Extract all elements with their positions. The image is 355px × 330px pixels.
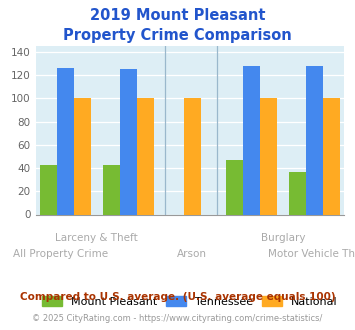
- Bar: [120, 69, 137, 214]
- Bar: [289, 172, 306, 214]
- Text: Larceny & Theft: Larceny & Theft: [55, 233, 138, 243]
- Text: Motor Vehicle Theft: Motor Vehicle Theft: [268, 249, 355, 259]
- Bar: [226, 160, 243, 214]
- Text: 2019 Mount Pleasant: 2019 Mount Pleasant: [90, 8, 265, 23]
- Bar: [73, 98, 91, 214]
- Legend: Mount Pleasant, Tennessee, National: Mount Pleasant, Tennessee, National: [42, 296, 338, 307]
- Text: Arson: Arson: [177, 249, 207, 259]
- Text: Compared to U.S. average. (U.S. average equals 100): Compared to U.S. average. (U.S. average …: [20, 292, 335, 302]
- Text: © 2025 CityRating.com - https://www.cityrating.com/crime-statistics/: © 2025 CityRating.com - https://www.city…: [32, 314, 323, 323]
- Text: Property Crime Comparison: Property Crime Comparison: [63, 28, 292, 43]
- Bar: [137, 98, 154, 214]
- Bar: [184, 98, 201, 214]
- Bar: [40, 165, 57, 214]
- Bar: [306, 66, 323, 214]
- Bar: [323, 98, 340, 214]
- Text: All Property Crime: All Property Crime: [13, 249, 108, 259]
- Bar: [243, 66, 260, 214]
- Bar: [57, 68, 73, 215]
- Bar: [103, 165, 120, 214]
- Text: Burglary: Burglary: [261, 233, 305, 243]
- Bar: [260, 98, 277, 214]
